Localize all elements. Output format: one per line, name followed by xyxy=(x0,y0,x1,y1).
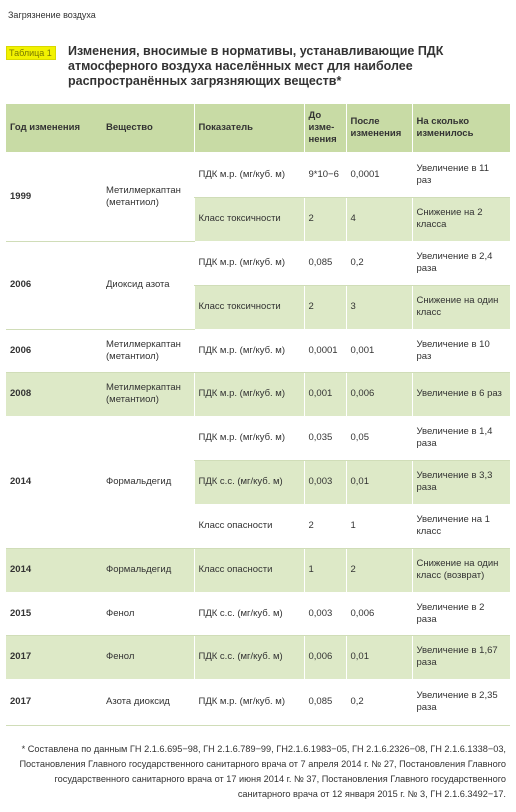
cell-year: 2017 xyxy=(6,679,102,726)
cell-year: 2006 xyxy=(6,329,102,373)
cell-substance: Диоксид азота xyxy=(102,241,194,330)
table-row: 2017 Азота диоксид ПДК м.р. (мг/куб. м) … xyxy=(6,679,510,726)
header-year: Год изменения xyxy=(6,104,102,153)
cell-before: 0,035 xyxy=(303,416,346,461)
cell-year: 2014 xyxy=(6,416,102,549)
header-before: До изме-нения xyxy=(303,104,346,153)
cell-after: 0,05 xyxy=(345,416,412,461)
cell-indicator: ПДК м.р. (мг/куб. м) xyxy=(193,152,304,198)
cell-before: 0,001 xyxy=(303,372,346,417)
cell-substance: Фенол xyxy=(102,592,194,636)
table-row: 2014 Формальдегид Класс опасности 1 2 Сн… xyxy=(6,548,510,593)
cell-after: 0,2 xyxy=(345,241,412,286)
table-row: 2006 Диоксид азота ПДК м.р. (мг/куб. м) … xyxy=(6,241,510,330)
cell-before: 2 xyxy=(303,285,346,330)
cell-substance: Формальдегид xyxy=(102,548,194,593)
cell-year: 2006 xyxy=(6,241,102,330)
cell-after: 0,006 xyxy=(345,372,412,417)
cell-year: 2017 xyxy=(6,635,102,680)
table-row: 1999 Метилмеркаптан (метантиол) ПДК м.р.… xyxy=(6,152,510,242)
cell-after: 0,0001 xyxy=(345,152,412,198)
cell-before: 0,003 xyxy=(303,460,346,505)
cell-after: 2 xyxy=(345,548,412,593)
table-row: 2017 Фенол ПДК с.с. (мг/куб. м) 0,006 0,… xyxy=(6,635,510,680)
cell-change: Увеличение в 10 раз xyxy=(411,329,510,373)
cell-substance: Метилмеркаптан (метантиол) xyxy=(102,372,194,417)
cell-before: 9*10−6 xyxy=(303,152,346,198)
cell-before: 0,085 xyxy=(303,679,346,726)
cell-change: Увеличение в 11 раз xyxy=(411,152,510,198)
cell-indicator: ПДК м.р. (мг/куб. м) xyxy=(193,329,304,373)
limits-changes-table: Год изменения Вещество Показатель До изм… xyxy=(6,104,510,726)
cell-change: Снижение на 2 класса xyxy=(411,197,510,242)
cell-after: 0,2 xyxy=(345,679,412,726)
cell-substance: Метилмеркаптан (метантиол) xyxy=(102,152,194,242)
cell-indicator: ПДК с.с. (мг/куб. м) xyxy=(193,592,304,636)
header-after: После изменения xyxy=(345,104,412,153)
cell-after: 0,01 xyxy=(345,635,412,680)
table-caption-tag: Таблица 1 xyxy=(6,46,56,60)
table-footnote: * Составлена по данным ГН 2.1.6.695−98, … xyxy=(19,744,506,799)
cell-before: 0,006 xyxy=(303,635,346,680)
cell-substance: Фенол xyxy=(102,635,194,680)
cell-change: Увеличение в 2,4 раза xyxy=(411,241,510,286)
cell-change: Увеличение в 2 раза xyxy=(411,592,510,636)
cell-after: 1 xyxy=(345,504,412,549)
cell-change: Увеличение в 6 раз xyxy=(411,372,510,417)
cell-substance: Метилмеркаптан (метантиол) xyxy=(102,329,194,373)
cell-after: 0,006 xyxy=(345,592,412,636)
table-row: 2006 Метилмеркаптан (метантиол) ПДК м.р.… xyxy=(6,329,510,373)
cell-year: 2015 xyxy=(6,592,102,636)
cell-indicator: Класс опасности xyxy=(193,548,304,593)
cell-before: 0,003 xyxy=(303,592,346,636)
cell-change: Увеличение в 2,35 раза xyxy=(411,679,510,726)
cell-change: Снижение на один класс (возврат) xyxy=(411,548,510,593)
cell-year: 2008 xyxy=(6,372,102,417)
cell-change: Увеличение в 3,3 раза xyxy=(411,460,510,505)
cell-year: 1999 xyxy=(6,152,102,242)
cell-before: 0,0001 xyxy=(303,329,346,373)
cell-substance: Формальдегид xyxy=(102,416,194,549)
table-row: Класс опасности 2 1 Увеличение на 1 клас… xyxy=(6,504,510,549)
table-row: 2008 Метилмеркаптан (метантиол) ПДК м.р.… xyxy=(6,372,510,417)
cell-indicator: ПДК с.с. (мг/куб. м) xyxy=(193,460,304,505)
cell-change: Увеличение в 1,67 раза xyxy=(411,635,510,680)
cell-indicator: Класс токсичности xyxy=(193,285,304,330)
cell-indicator: ПДК с.с. (мг/куб. м) xyxy=(193,635,304,680)
cell-before: 2 xyxy=(303,504,346,549)
cell-after: 0,01 xyxy=(345,460,412,505)
cell-after: 4 xyxy=(345,197,412,242)
cell-change: Снижение на один класс xyxy=(411,285,510,330)
cell-before: 1 xyxy=(303,548,346,593)
header-change: На сколько изменилось xyxy=(411,104,510,153)
table-row: Класс токсичности 2 4 Снижение на 2 клас… xyxy=(6,197,510,242)
cell-year: 2014 xyxy=(6,548,102,593)
cell-indicator: ПДК м.р. (мг/куб. м) xyxy=(193,241,304,286)
cell-indicator: ПДК м.р. (мг/куб. м) xyxy=(193,679,304,726)
header-indicator: Показатель xyxy=(193,104,304,153)
cell-after: 3 xyxy=(345,285,412,330)
header-substance: Вещество xyxy=(102,104,194,153)
cell-after: 0,001 xyxy=(345,329,412,373)
cell-change: Увеличение в 1,4 раза xyxy=(411,416,510,461)
table-header-row: Год изменения Вещество Показатель До изм… xyxy=(6,104,510,153)
cell-before: 0,085 xyxy=(303,241,346,286)
cell-before: 2 xyxy=(303,197,346,242)
table-row: 2014 Формальдегид ПДК м.р. (мг/куб. м) 0… xyxy=(6,416,510,549)
table-row: 2015 Фенол ПДК с.с. (мг/куб. м) 0,003 0,… xyxy=(6,592,510,636)
table-row: Класс токсичности 2 3 Снижение на один к… xyxy=(6,285,510,330)
cell-indicator: Класс опасности xyxy=(193,504,304,549)
cell-change: Увеличение на 1 класс xyxy=(411,504,510,549)
cell-indicator: ПДК м.р. (мг/куб. м) xyxy=(193,372,304,417)
table-caption-title: Изменения, вносимые в нормативы, устанав… xyxy=(68,44,444,88)
cell-indicator: Класс токсичности xyxy=(193,197,304,242)
section-header: Загрязнение воздуха xyxy=(8,10,96,20)
cell-substance: Азота диоксид xyxy=(102,679,194,726)
table-row: ПДК с.с. (мг/куб. м) 0,003 0,01 Увеличен… xyxy=(6,460,510,505)
cell-indicator: ПДК м.р. (мг/куб. м) xyxy=(193,416,304,461)
